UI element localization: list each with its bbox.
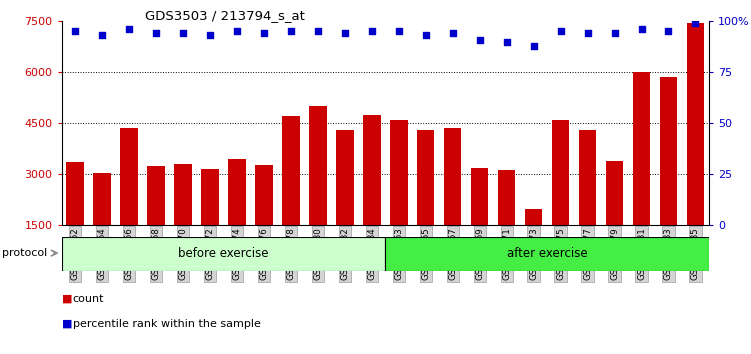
Point [312,29,324,34]
Bar [385,237,709,271]
Point [204,33,216,38]
Bar [659,77,677,276]
Point [554,29,566,34]
Bar [309,106,327,276]
Point [150,30,162,36]
Text: before exercise: before exercise [178,247,269,261]
Bar [686,23,704,276]
Point [662,29,674,34]
Bar [93,173,111,276]
Bar [336,130,354,276]
Point [366,29,378,34]
Bar [525,209,542,276]
Bar [552,120,569,276]
Point [501,39,513,45]
Point [96,33,108,38]
Bar [66,162,84,276]
Text: GDS3503 / 213794_s_at: GDS3503 / 213794_s_at [146,9,305,22]
Text: protocol: protocol [2,248,47,258]
Bar [417,131,435,276]
Point [447,30,459,36]
Bar [120,128,137,276]
Bar [579,130,596,276]
Point [393,29,405,34]
Bar [62,237,385,271]
Bar [606,161,623,276]
Bar [444,128,461,276]
Text: after exercise: after exercise [507,247,587,261]
Text: ■: ■ [62,319,72,329]
Point [689,21,701,26]
Bar [228,159,246,276]
Bar [633,72,650,276]
Bar [363,115,381,276]
Bar [282,116,300,276]
Bar [147,166,164,276]
Point [231,29,243,34]
Bar [174,164,192,276]
Point [69,29,81,34]
Point [123,27,135,32]
Point [635,27,647,32]
Point [581,30,593,36]
Point [474,37,486,42]
Point [528,43,540,48]
Bar [471,168,488,276]
Bar [498,170,515,276]
Text: count: count [73,294,104,304]
Bar [390,120,408,276]
Bar [201,169,219,276]
Point [420,33,432,38]
Point [177,30,189,36]
Point [258,30,270,36]
Point [608,30,620,36]
Point [285,29,297,34]
Point [339,30,351,36]
Text: percentile rank within the sample: percentile rank within the sample [73,319,261,329]
Bar [255,165,273,276]
Text: ■: ■ [62,294,72,304]
